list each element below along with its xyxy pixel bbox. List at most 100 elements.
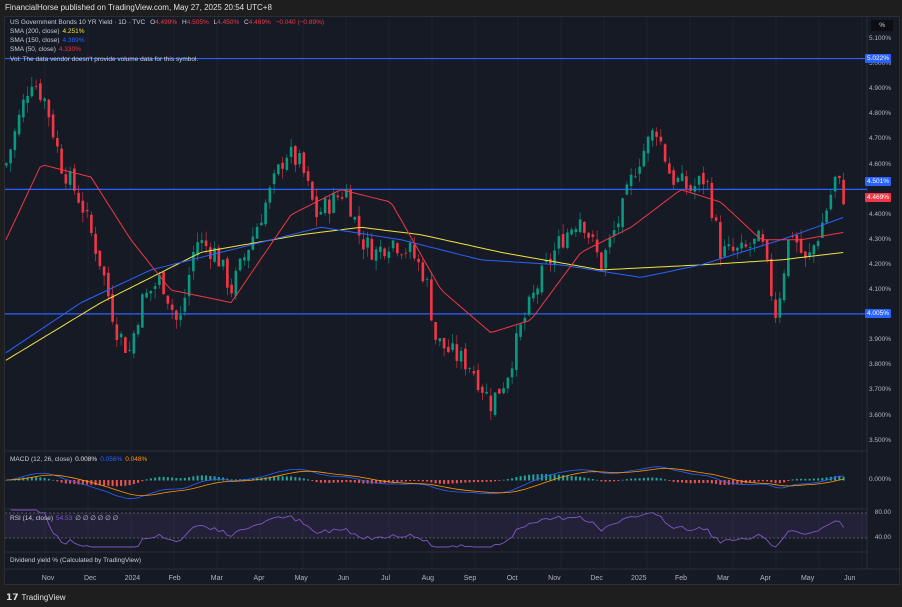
candle-up [196, 242, 199, 256]
candle-down [73, 168, 76, 191]
candle-down [842, 179, 845, 205]
candle-down [838, 175, 841, 179]
macd-histogram-bar [315, 480, 318, 483]
macd-histogram-bar [52, 479, 55, 481]
macd-histogram-bar [277, 476, 280, 481]
macd-histogram-bar [311, 480, 314, 481]
candle-up [638, 166, 641, 174]
macd-histogram-bar [489, 480, 492, 482]
candle-up [5, 163, 8, 166]
candle-down [94, 233, 97, 254]
candle-up [493, 392, 497, 415]
macd-histogram-bar [120, 480, 123, 486]
macd-histogram-bar [778, 480, 781, 484]
candle-down [90, 214, 93, 233]
macd-histogram-bar [86, 480, 89, 485]
close-value: 4.469% [248, 19, 271, 26]
macd-histogram-bar [132, 480, 135, 485]
level-badge-5022: 5.022% [864, 53, 891, 63]
candle-up [723, 246, 726, 257]
macd-histogram-bar [30, 477, 33, 481]
candle-up [651, 130, 654, 141]
candle-down [481, 386, 484, 393]
macd-signal-value: 0.048% [125, 456, 148, 463]
candle-down [34, 86, 38, 88]
candle-up [141, 294, 144, 328]
macd-histogram-bar [302, 478, 305, 481]
published-caption: FinancialHorse published on TradingView.… [5, 3, 272, 12]
time-tick: 2024 [124, 575, 141, 582]
macd-histogram-bar [298, 477, 301, 481]
macd-histogram-bar [791, 479, 794, 481]
candle-down [655, 131, 658, 137]
macd-histogram-bar [404, 480, 407, 482]
time-tick: Dec [590, 575, 603, 582]
candle-up [629, 174, 633, 187]
sma150-value: 4.389% [62, 37, 85, 44]
candle-down [595, 239, 599, 253]
macd-histogram-bar [689, 480, 692, 484]
price-tick: 3.800% [868, 361, 891, 369]
macd-histogram-bar [94, 480, 97, 486]
time-tick: Sep [463, 575, 477, 582]
candle-up [510, 368, 514, 378]
candle-down [706, 181, 709, 182]
candle-down [731, 246, 735, 251]
candle-up [578, 219, 582, 233]
macd-histogram-bar [400, 480, 403, 482]
candle-up [825, 210, 828, 223]
macd-histogram-bar [621, 479, 624, 481]
candle-down [107, 272, 110, 297]
macd-histogram-bar [804, 478, 807, 481]
macd-histogram-bar [553, 474, 556, 481]
sma200-value: 4.251% [62, 28, 85, 35]
macd-histogram-bar [812, 478, 815, 481]
candle-up [136, 324, 140, 335]
candle-up [634, 176, 637, 178]
tradingview-logo[interactable]: 𝟭𝟳 TradingView [6, 592, 66, 603]
candle-up [527, 296, 531, 315]
time-tick: 2025 [631, 575, 647, 582]
macd-histogram-bar [438, 480, 441, 484]
macd-histogram-bar [710, 480, 713, 484]
rsi-legend[interactable]: RSI (14, close) 54.53 ∅ ∅ ∅ ∅ ∅ ∅ [10, 514, 118, 522]
rsi-upper-tick: 80.00 [874, 509, 891, 516]
candle-up [9, 149, 12, 164]
chart-canvas[interactable] [5, 17, 901, 586]
chart-area[interactable]: % US Government Bonds 10 YR Yield · 1D ·… [4, 16, 901, 586]
candle-down [60, 148, 63, 174]
candle-down [396, 243, 399, 254]
candle-down [672, 170, 675, 185]
macd-histogram-bar [264, 477, 267, 481]
high-label: H [181, 19, 187, 26]
macd-histogram-bar [64, 480, 67, 484]
candle-up [145, 292, 148, 298]
macd-histogram-bar [5, 480, 8, 481]
candle-down [417, 258, 420, 263]
macd-histogram-bar [587, 478, 590, 481]
macd-histogram-bar [77, 480, 80, 485]
macd-histogram-bar [336, 480, 339, 483]
macd-histogram-bar [770, 480, 773, 483]
macd-histogram-bar [808, 478, 811, 481]
candle-down [81, 200, 85, 213]
sma50-legend[interactable]: SMA (50, close) 4.330% [10, 46, 81, 53]
macd-histogram-bar [464, 480, 467, 483]
candle-up [540, 265, 544, 293]
sma200-legend[interactable]: SMA (200, close) 4.251% [10, 28, 85, 35]
macd-histogram-bar [583, 477, 586, 481]
price-tick: 4.800% [868, 110, 891, 118]
candle-up [319, 211, 323, 215]
candle-down [111, 294, 114, 322]
sma150-label: SMA (150, close) [10, 37, 60, 44]
dividend-legend[interactable]: Dividend yield % (Calculated by TradingV… [10, 557, 142, 564]
unit-button[interactable]: % [871, 20, 893, 31]
macd-histogram-bar [672, 480, 675, 482]
candle-down [668, 163, 671, 174]
macd-histogram-bar [111, 480, 114, 487]
sma150-legend[interactable]: SMA (150, close) 4.389% [10, 37, 85, 44]
macd-histogram-bar [98, 480, 101, 486]
macd-line-value: 0.056% [100, 456, 123, 463]
macd-histogram-bar [685, 480, 688, 483]
macd-legend[interactable]: MACD (12, 26, close) 0.008% 0.056% 0.048% [10, 456, 147, 463]
